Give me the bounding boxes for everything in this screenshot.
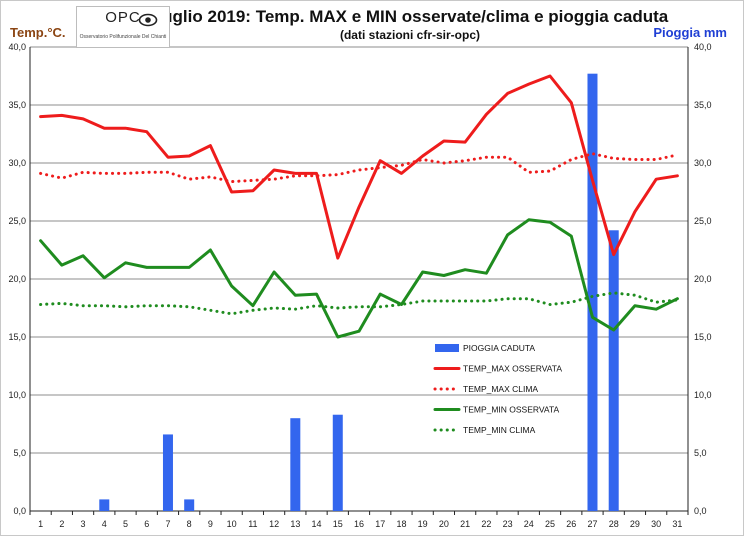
rain-bar bbox=[162, 434, 173, 511]
x-tick-label: 18 bbox=[396, 519, 406, 529]
y-tick-right: 15,0 bbox=[694, 332, 712, 342]
y-tick-left: 35,0 bbox=[8, 100, 26, 110]
x-tick-label: 7 bbox=[165, 519, 170, 529]
legend-label: TEMP_MIN OSSERVATA bbox=[463, 405, 560, 415]
x-tick-label: 21 bbox=[460, 519, 470, 529]
x-tick-label: 27 bbox=[587, 519, 597, 529]
x-tick-label: 23 bbox=[503, 519, 513, 529]
y-tick-left: 20,0 bbox=[8, 274, 26, 284]
x-tick-label: 20 bbox=[439, 519, 449, 529]
y-tick-right: 40,0 bbox=[694, 42, 712, 52]
x-tick-label: 15 bbox=[333, 519, 343, 529]
y-tick-right: 30,0 bbox=[694, 158, 712, 168]
logo-text: OPC bbox=[105, 9, 141, 26]
x-tick-label: 8 bbox=[187, 519, 192, 529]
y-tick-right: 20,0 bbox=[694, 274, 712, 284]
y-tick-right: 35,0 bbox=[694, 100, 712, 110]
x-tick-label: 16 bbox=[354, 519, 364, 529]
y-axis-left-label: Temp.°C. bbox=[10, 25, 66, 40]
x-tick-label: 17 bbox=[375, 519, 385, 529]
y-tick-left: 30,0 bbox=[8, 158, 26, 168]
chart-subtitle: (dati stazioni cfr-sir-opc) bbox=[340, 28, 480, 42]
legend-label: TEMP_MAX CLIMA bbox=[463, 384, 538, 394]
x-tick-label: 9 bbox=[208, 519, 213, 529]
x-tick-label: 24 bbox=[524, 519, 534, 529]
x-tick-label: 25 bbox=[545, 519, 555, 529]
x-tick-label: 10 bbox=[227, 519, 237, 529]
y-tick-right: 25,0 bbox=[694, 216, 712, 226]
x-tick-label: 13 bbox=[290, 519, 300, 529]
x-tick-label: 30 bbox=[651, 519, 661, 529]
y-axis-right-label: Pioggia mm bbox=[653, 25, 727, 40]
rain-bar bbox=[184, 499, 195, 511]
legend-label: PIOGGIA CADUTA bbox=[463, 343, 535, 353]
temp-max-clima-line bbox=[39, 152, 679, 184]
x-tick-label: 4 bbox=[102, 519, 107, 529]
opc-logo: OPC Osservatorio Polifunzionale Del Chia… bbox=[76, 6, 170, 48]
x-tick-label: 1 bbox=[38, 519, 43, 529]
rain-bar bbox=[587, 73, 598, 512]
y-tick-right: 10,0 bbox=[694, 390, 712, 400]
x-tick-label: 14 bbox=[312, 519, 322, 529]
y-tick-left: 25,0 bbox=[8, 216, 26, 226]
y-tick-left: 5,0 bbox=[13, 448, 26, 458]
x-tick-label: 26 bbox=[566, 519, 576, 529]
y-tick-left: 10,0 bbox=[8, 390, 26, 400]
y-tick-right: 0,0 bbox=[694, 506, 707, 516]
legend-swatch-bar bbox=[435, 344, 459, 352]
temp-max-osservata-line bbox=[39, 74, 679, 260]
x-tick-label: 22 bbox=[481, 519, 491, 529]
rain-bar bbox=[608, 230, 619, 511]
legend-label: TEMP_MAX OSSERVATA bbox=[463, 364, 562, 374]
rain-bar bbox=[290, 418, 301, 511]
y-tick-left: 40,0 bbox=[8, 42, 26, 52]
x-tick-label: 31 bbox=[672, 519, 682, 529]
x-tick-label: 11 bbox=[248, 519, 257, 529]
rain-bar bbox=[332, 414, 343, 511]
legend-label: TEMP_MIN CLIMA bbox=[463, 425, 536, 435]
rain-bar bbox=[99, 499, 110, 511]
x-tick-label: 2 bbox=[59, 519, 64, 529]
x-tick-label: 28 bbox=[609, 519, 619, 529]
x-tick-label: 12 bbox=[269, 519, 279, 529]
logo-subtext: Osservatorio Polifunzionale Del Chianti bbox=[79, 34, 167, 40]
x-tick-label: 6 bbox=[144, 519, 149, 529]
x-tick-label: 5 bbox=[123, 519, 128, 529]
temp-min-osservata-line bbox=[39, 218, 679, 339]
x-tick-label: 19 bbox=[418, 519, 428, 529]
y-tick-left: 15,0 bbox=[8, 332, 26, 342]
eye-icon bbox=[138, 13, 158, 27]
plot-area: 0,0 0,0 5,0 5,0 10,0 10,0 15,0 15,0 20,0 20,0 25,0… bbox=[8, 42, 711, 529]
x-tick-label: 29 bbox=[630, 519, 640, 529]
chart-title: Luglio 2019: Temp. MAX e MIN osservate/c… bbox=[152, 7, 669, 26]
temp-min-clima-line bbox=[39, 291, 679, 316]
y-tick-left: 0,0 bbox=[13, 506, 26, 516]
y-tick-right: 5,0 bbox=[694, 448, 707, 458]
x-tick-label: 3 bbox=[81, 519, 86, 529]
